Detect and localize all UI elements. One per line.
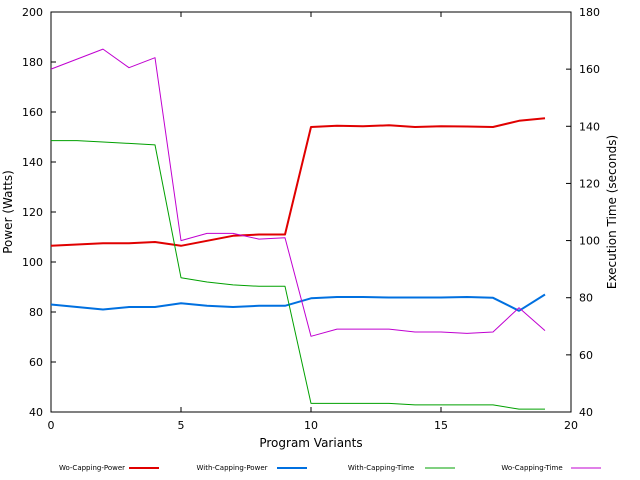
y-tick-label: 120 bbox=[22, 206, 43, 219]
legend-item: With-Capping-Time bbox=[348, 464, 455, 472]
legend-label: Wo-Capping-Time bbox=[501, 464, 562, 472]
series-line-wo-capping-time bbox=[50, 48, 546, 337]
y-axis-title: Power (Watts) bbox=[1, 170, 15, 254]
y-tick-label: 40 bbox=[29, 406, 43, 419]
legend: Wo-Capping-Power With-Capping-Power With-C… bbox=[59, 464, 601, 472]
y2-tick-label: 160 bbox=[579, 63, 600, 76]
x-axis: 0 5 10 15 20 bbox=[48, 12, 578, 432]
y2-tick-label: 60 bbox=[579, 349, 593, 362]
legend-label: With-Capping-Time bbox=[348, 464, 414, 472]
legend-label: With-Capping-Power bbox=[197, 464, 268, 472]
y-tick-label: 80 bbox=[29, 306, 43, 319]
y2-tick-label: 120 bbox=[579, 177, 600, 190]
y-tick-label: 160 bbox=[22, 106, 43, 119]
y2-tick-label: 40 bbox=[579, 406, 593, 419]
x-axis-title: Program Variants bbox=[259, 436, 362, 450]
legend-label: Wo-Capping-Power bbox=[59, 464, 125, 472]
y-tick-label: 200 bbox=[22, 6, 43, 19]
legend-item: With-Capping-Power bbox=[197, 464, 307, 472]
y-axis-left: 40 60 80 100 120 140 160 180 200 bbox=[22, 6, 56, 419]
series-lines bbox=[50, 48, 546, 410]
y2-tick-label: 100 bbox=[579, 235, 600, 248]
x-tick-label: 0 bbox=[48, 419, 55, 432]
series-line-with-capping-power bbox=[50, 293, 546, 312]
y2-tick-label: 80 bbox=[579, 292, 593, 305]
y2-axis-title: Execution Time (seconds) bbox=[605, 135, 619, 289]
series-line-with-capping-time bbox=[51, 140, 545, 410]
y-tick-label: 140 bbox=[22, 156, 43, 169]
plot-border bbox=[50, 11, 572, 413]
x-tick-label: 5 bbox=[178, 419, 185, 432]
legend-item: Wo-Capping-Power bbox=[59, 464, 159, 472]
plot-area bbox=[50, 11, 572, 413]
x-tick-label: 15 bbox=[434, 419, 448, 432]
x-tick-label: 20 bbox=[564, 419, 578, 432]
y-tick-label: 180 bbox=[22, 56, 43, 69]
legend-item: Wo-Capping-Time bbox=[501, 464, 601, 472]
y2-tick-label: 180 bbox=[579, 6, 600, 19]
series-line-wo-capping-power bbox=[50, 117, 546, 247]
y-tick-label: 60 bbox=[29, 356, 43, 369]
y-tick-label: 100 bbox=[22, 256, 43, 269]
x-tick-label: 10 bbox=[304, 419, 318, 432]
y-axis-right: 40 60 80 100 120 140 160 180 bbox=[566, 6, 600, 419]
y2-tick-label: 140 bbox=[579, 120, 600, 133]
